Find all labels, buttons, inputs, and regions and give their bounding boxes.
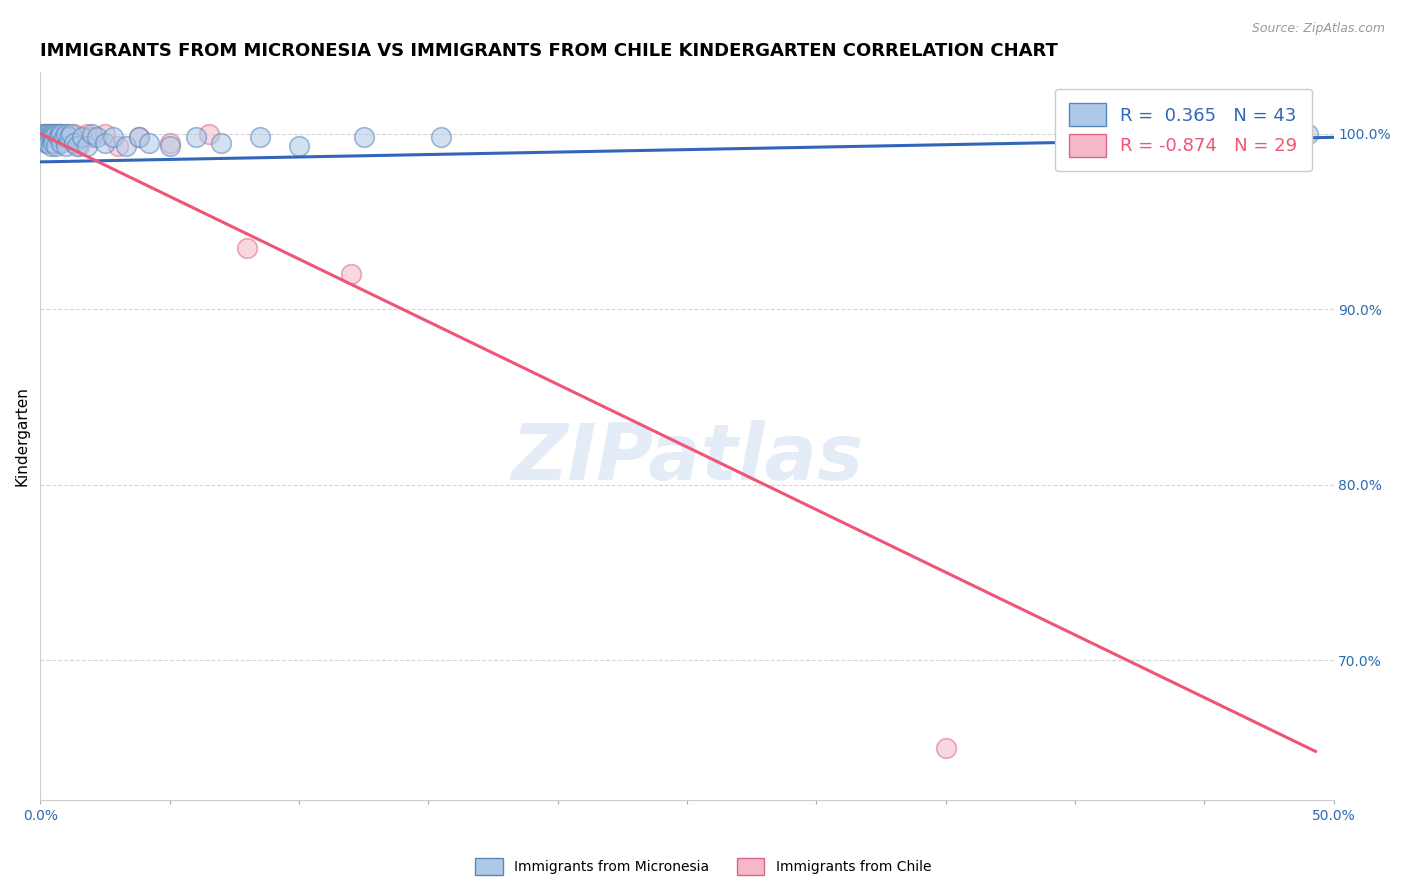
- Point: [128, 130, 150, 145]
- Point: [101, 130, 124, 145]
- Point: [211, 136, 233, 150]
- Point: [70, 130, 93, 145]
- Point: [39, 136, 62, 150]
- Point: [935, 740, 957, 755]
- Legend: R =  0.365   N = 43, R = -0.874   N = 29: R = 0.365 N = 43, R = -0.874 N = 29: [1054, 88, 1312, 171]
- Point: [37, 127, 59, 141]
- Point: [49, 127, 72, 141]
- Point: [34, 127, 56, 141]
- Point: [49, 127, 72, 141]
- Point: [42, 127, 65, 141]
- Point: [49, 136, 72, 150]
- Point: [58, 130, 80, 145]
- Point: [48, 130, 70, 145]
- Point: [55, 127, 77, 141]
- Point: [42, 130, 65, 145]
- Point: [52, 130, 75, 145]
- Point: [339, 267, 361, 281]
- Point: [197, 127, 219, 141]
- Point: [353, 130, 375, 145]
- Point: [430, 130, 453, 145]
- Point: [128, 130, 150, 145]
- Point: [159, 136, 181, 150]
- Point: [65, 139, 87, 153]
- Point: [45, 136, 67, 150]
- Point: [76, 127, 98, 141]
- Point: [138, 136, 160, 150]
- Point: [34, 130, 56, 145]
- Point: [76, 139, 98, 153]
- Point: [48, 130, 70, 145]
- Point: [82, 127, 104, 141]
- Point: [55, 139, 77, 153]
- Point: [159, 139, 181, 153]
- Point: [42, 136, 65, 150]
- Point: [288, 139, 311, 153]
- Point: [39, 139, 62, 153]
- Point: [34, 130, 56, 145]
- Point: [249, 130, 271, 145]
- Point: [34, 127, 56, 141]
- Point: [39, 130, 62, 145]
- Y-axis label: Kindergarten: Kindergarten: [15, 386, 30, 486]
- Point: [42, 130, 65, 145]
- Point: [45, 127, 67, 141]
- Point: [52, 130, 75, 145]
- Point: [114, 139, 136, 153]
- Point: [184, 130, 207, 145]
- Point: [32, 127, 55, 141]
- Point: [63, 127, 86, 141]
- Point: [55, 127, 77, 141]
- Point: [48, 127, 70, 141]
- Point: [94, 136, 117, 150]
- Point: [37, 130, 59, 145]
- Point: [39, 127, 62, 141]
- Point: [48, 127, 70, 141]
- Point: [34, 136, 56, 150]
- Point: [82, 130, 104, 145]
- Point: [37, 130, 59, 145]
- Point: [67, 139, 90, 153]
- Point: [45, 127, 67, 141]
- Text: ZIPatlas: ZIPatlas: [510, 420, 863, 496]
- Point: [42, 127, 65, 141]
- Point: [45, 139, 67, 153]
- Point: [37, 127, 59, 141]
- Point: [37, 136, 59, 150]
- Point: [86, 130, 108, 145]
- Point: [236, 241, 259, 255]
- Text: Source: ZipAtlas.com: Source: ZipAtlas.com: [1251, 22, 1385, 36]
- Point: [94, 127, 117, 141]
- Point: [32, 127, 55, 141]
- Text: IMMIGRANTS FROM MICRONESIA VS IMMIGRANTS FROM CHILE KINDERGARTEN CORRELATION CHA: IMMIGRANTS FROM MICRONESIA VS IMMIGRANTS…: [41, 42, 1059, 60]
- Point: [58, 130, 80, 145]
- Point: [60, 127, 83, 141]
- Point: [63, 136, 86, 150]
- Point: [107, 139, 129, 153]
- Point: [1296, 127, 1319, 141]
- Point: [39, 127, 62, 141]
- Legend: Immigrants from Micronesia, Immigrants from Chile: Immigrants from Micronesia, Immigrants f…: [470, 853, 936, 880]
